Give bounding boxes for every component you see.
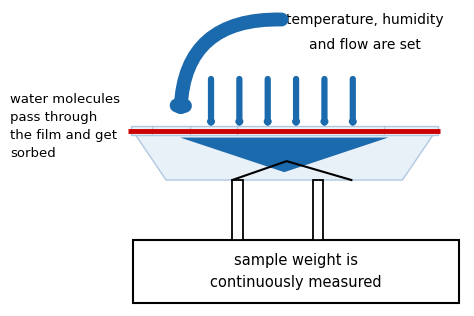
Polygon shape: [133, 131, 436, 180]
Bar: [133, 240, 459, 303]
Polygon shape: [180, 137, 388, 172]
Bar: [232, 180, 243, 240]
Text: and flow are set: and flow are set: [309, 38, 420, 52]
Text: temperature, humidity: temperature, humidity: [286, 13, 443, 27]
Bar: [131, 125, 438, 135]
Text: water molecules
pass through
the film and get
sorbed: water molecules pass through the film an…: [10, 93, 120, 160]
Bar: [313, 180, 323, 240]
Text: sample weight is
continuously measured: sample weight is continuously measured: [210, 253, 382, 290]
